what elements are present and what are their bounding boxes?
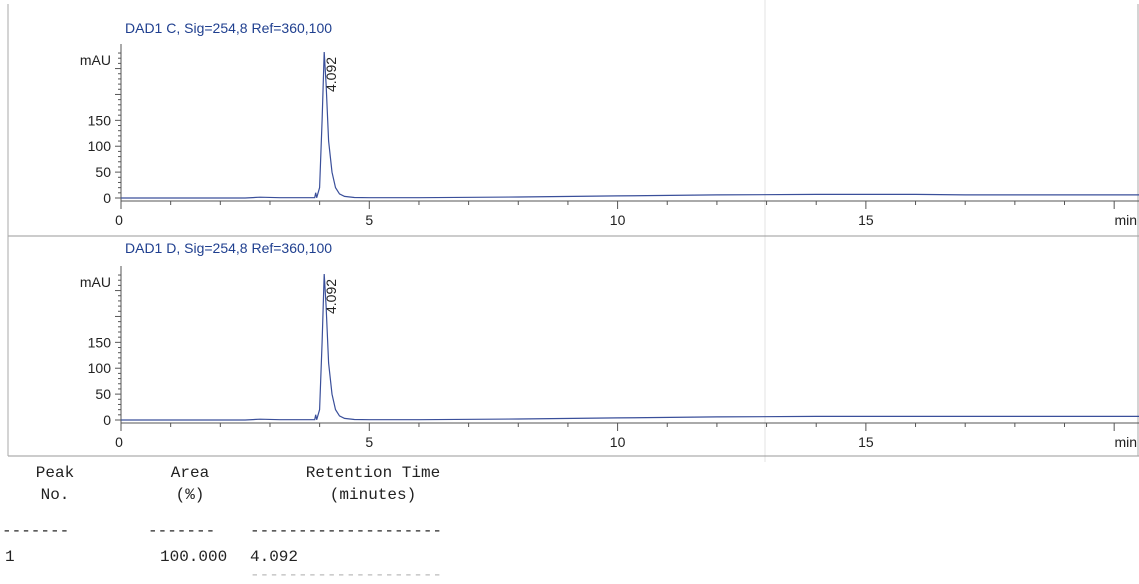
- trace-line-1: [121, 273, 1139, 421]
- y-tick-label: 0: [103, 412, 111, 428]
- peak-label: 4.092: [323, 279, 339, 314]
- y-tick-label: 150: [88, 112, 112, 128]
- chromatogram-panel-2: DAD1 D, Sig=254,8 Ref=360,100050100150mA…: [7, 224, 1139, 457]
- x-axis-label: min: [1114, 434, 1137, 450]
- trace-line-1: [121, 51, 1139, 199]
- x-tick-label: 0: [115, 212, 123, 228]
- x-tick-label: 0: [115, 434, 123, 450]
- y-axis-label: mAU: [80, 274, 111, 290]
- chromatogram-figure: DAD1 C, Sig=254,8 Ref=360,100050100150mA…: [7, 0, 1139, 462]
- y-tick-label: 100: [88, 360, 112, 376]
- x-axis-label: min: [1114, 212, 1137, 228]
- header-peak-line2: No.: [40, 486, 70, 504]
- peak-table: Peak No. Area (%) Retention Time (minute…: [0, 462, 600, 584]
- x-tick-label: 15: [858, 212, 874, 228]
- dash-peak: -------: [2, 522, 70, 540]
- x-tick-label: 5: [365, 212, 373, 228]
- y-tick-label: 100: [88, 138, 112, 154]
- panel-title: DAD1 D, Sig=254,8 Ref=360,100: [125, 240, 332, 256]
- peak-label: 4.092: [323, 57, 339, 92]
- x-tick-label: 5: [365, 434, 373, 450]
- header-peak-line1: Peak: [35, 464, 75, 482]
- chromatogram-panel-1: DAD1 C, Sig=254,8 Ref=360,100050100150mA…: [7, 4, 1139, 237]
- dash-rt: --------------------: [250, 522, 443, 540]
- x-tick-label: 10: [610, 212, 626, 228]
- y-tick-label: 0: [103, 190, 111, 206]
- y-tick-label: 50: [95, 386, 111, 402]
- row-retention-time: 4.092: [250, 548, 299, 566]
- dash-bottom: --------------------: [250, 566, 443, 584]
- header-area-line1: Area: [170, 464, 210, 482]
- row-area: 100.000: [160, 548, 228, 566]
- dash-area: -------: [148, 522, 216, 540]
- y-tick-label: 50: [95, 164, 111, 180]
- y-axis-label: mAU: [80, 52, 111, 68]
- x-tick-label: 15: [858, 434, 874, 450]
- y-tick-label: 150: [88, 334, 112, 350]
- header-rt-line2: (minutes): [329, 486, 417, 504]
- header-area-line2: (%): [175, 486, 205, 504]
- x-tick-label: 10: [610, 434, 626, 450]
- header-rt-line1: Retention Time: [305, 464, 441, 482]
- panel-title: DAD1 C, Sig=254,8 Ref=360,100: [125, 20, 332, 36]
- row-peak-no: 1: [5, 548, 15, 566]
